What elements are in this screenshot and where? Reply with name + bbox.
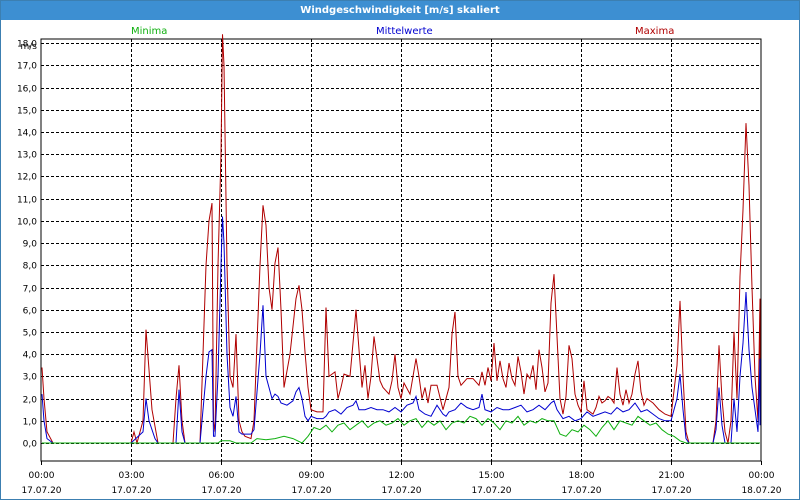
y-tick-label: 2,0: [23, 396, 38, 406]
y-tick-label: 14,0: [17, 129, 37, 139]
axes: 0,0 1,0 2,0 3,0 4,0 5,0 6,0 7,0 8,0 9,0 10,0 11,0 12…: [17, 38, 782, 496]
y-tick-label: 10,0: [17, 218, 37, 228]
y-tick-label: 17,0: [17, 62, 37, 72]
x-tick-date: 17.07.20: [561, 486, 601, 496]
y-tick-label: 4,0: [23, 351, 38, 361]
x-tick-date: 17.07.20: [381, 486, 421, 496]
x-tick-time: 09:00: [299, 471, 325, 481]
x-tick-time: 18:00: [569, 471, 595, 481]
y-tick-label: 0,0: [23, 440, 38, 450]
y-tick-label: 11,0: [17, 196, 37, 206]
y-tick-label: 6,0: [23, 307, 38, 317]
series-line-maxima: [41, 34, 761, 445]
x-tick-date: 17.07.20: [201, 486, 241, 496]
series-line-mittelwerte: [41, 216, 761, 444]
y-tick-label: 16,0: [17, 85, 37, 95]
x-tick-time: 12:00: [389, 471, 415, 481]
legend-maxima: Maxima: [635, 26, 675, 37]
x-tick-date: 17.07.20: [471, 486, 511, 496]
series-line-minima: [42, 415, 760, 444]
x-tick-date: 18.07.20: [741, 486, 781, 496]
y-tick-label: 8,0: [23, 262, 38, 272]
x-tick-date: 17.07.20: [111, 486, 151, 496]
x-tick-date: 17.07.20: [291, 486, 331, 496]
y-tick-label: 15,0: [17, 107, 37, 117]
y-tick-label: 5,0: [23, 329, 38, 339]
y-tick-label: 9,0: [23, 240, 38, 250]
x-tick-time: 03:00: [119, 471, 145, 481]
x-tick-time: 06:00: [209, 471, 235, 481]
y-axis-unit: m/s: [21, 42, 38, 52]
x-tick-time: 00:00: [749, 471, 775, 481]
x-tick-date: 17.07.20: [651, 486, 691, 496]
x-tick-time: 15:00: [479, 471, 505, 481]
legend-mittelwerte: Mittelwerte: [376, 26, 433, 37]
series-group: [41, 34, 761, 445]
x-tick-time: 21:00: [659, 471, 685, 481]
window-title: Windgeschwindigkeit [m/s] skaliert: [1, 1, 799, 20]
y-tick-label: 13,0: [17, 151, 37, 161]
x-tick-time: 00:00: [29, 471, 55, 481]
x-tick-date: 17.07.20: [21, 486, 61, 496]
y-tick-label: 3,0: [23, 373, 38, 383]
y-tick-label: 18,0: [17, 40, 37, 50]
y-tick-label: 12,0: [17, 173, 37, 183]
legend-minima: Minima: [131, 26, 168, 37]
grid: [41, 39, 761, 461]
y-tick-label: 7,0: [23, 285, 38, 295]
y-tick-label: 1,0: [23, 418, 38, 428]
